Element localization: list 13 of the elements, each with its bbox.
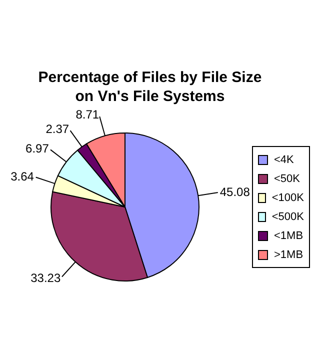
- legend-label: <100K: [272, 192, 304, 204]
- data-label: 33.23: [30, 271, 61, 286]
- data-label: 45.08: [220, 185, 250, 200]
- legend-label: <4K: [274, 154, 294, 166]
- data-label: 6.97: [26, 141, 50, 156]
- data-label: 3.64: [10, 170, 34, 184]
- legend-label: <50K: [274, 172, 300, 184]
- data-label: 8.71: [76, 108, 100, 122]
- legend-label: >1MB: [274, 248, 304, 260]
- legend-label: <500K: [272, 210, 304, 222]
- legend-label: <1MB: [274, 230, 304, 242]
- chart-title: Percentage of Files by File Size on Vn's File Systems: [37, 68, 263, 106]
- data-label: 2.37: [46, 122, 70, 136]
